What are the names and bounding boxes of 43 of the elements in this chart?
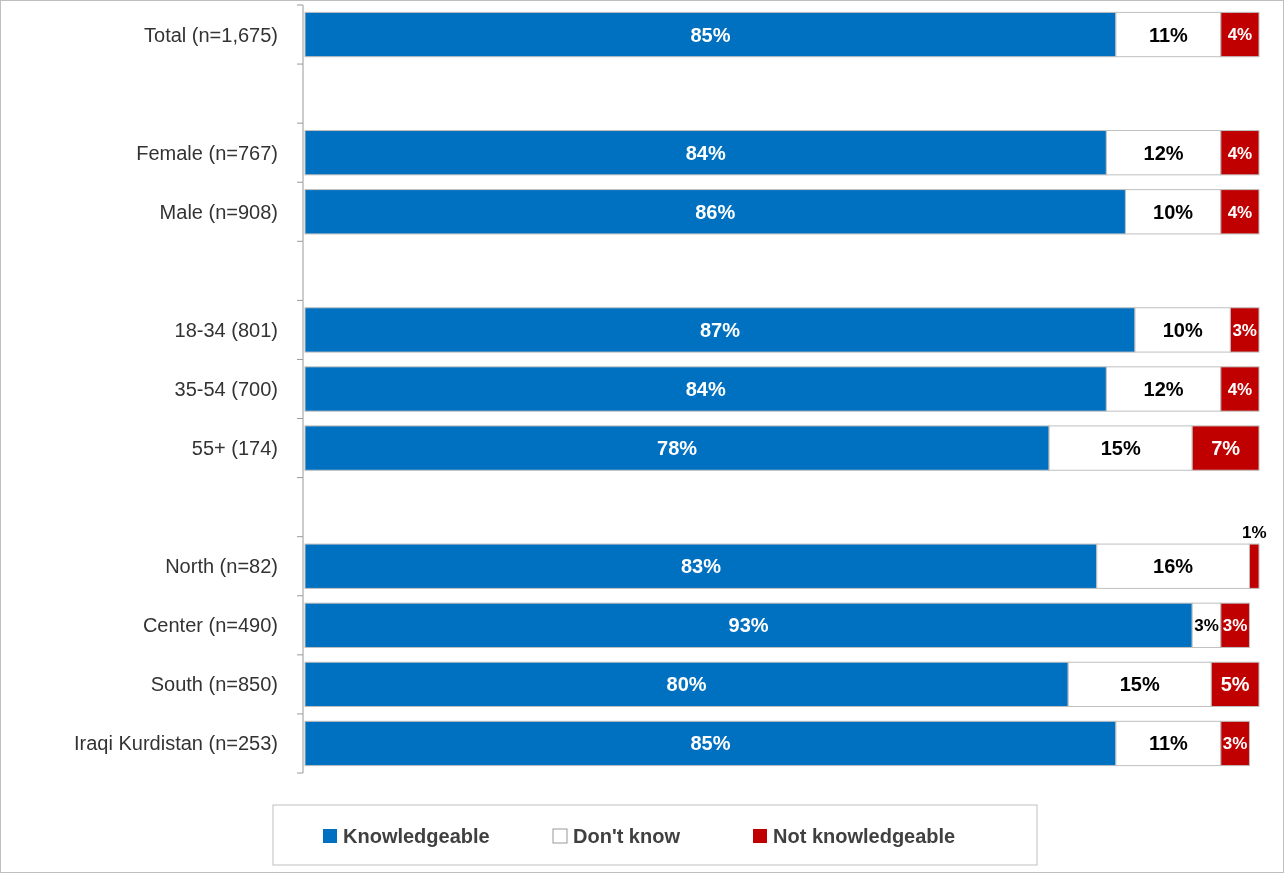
y-tick-label: Iraqi Kurdistan (n=253) <box>73 732 278 755</box>
data-label: 83% <box>680 555 722 578</box>
data-label: 4% <box>1227 202 1253 222</box>
data-label: 5% <box>1220 673 1250 696</box>
data-label: 85% <box>690 732 731 755</box>
y-tick-label: Male (n=908) <box>159 200 278 223</box>
data-label: 84% <box>685 378 726 400</box>
y-tick-label: 18-34 (801) <box>174 318 278 341</box>
data-label: 12% <box>1143 141 1184 164</box>
data-label: 3% <box>1222 734 1248 754</box>
data-label: 11% <box>1148 732 1189 755</box>
data-label: 3% <box>1194 616 1219 636</box>
y-tick-label: 55+ (174) <box>191 437 278 460</box>
data-label: 15% <box>1100 437 1141 460</box>
data-label: 11% <box>1148 23 1189 46</box>
data-label: 4% <box>1227 25 1253 45</box>
data-label: 84% <box>685 141 726 164</box>
data-label: 15% <box>1119 673 1160 696</box>
y-tick-label: Center (n=490) <box>142 614 278 637</box>
data-label: 3% <box>1232 320 1257 340</box>
data-label: 86% <box>695 200 736 223</box>
y-tick-label: South (n=850) <box>150 673 278 696</box>
data-label: 93% <box>728 614 769 637</box>
data-label: 87% <box>699 318 741 341</box>
data-label: 3% <box>1222 616 1248 636</box>
data-label: 7% <box>1211 437 1241 460</box>
data-label: 10% <box>1162 318 1203 341</box>
legend-label: Not knowledgeable <box>773 825 956 847</box>
data-label: 85% <box>690 23 731 46</box>
data-label: 12% <box>1143 378 1184 400</box>
y-tick-label: Total (n=1,675) <box>144 23 278 46</box>
data-label: 16% <box>1153 555 1194 578</box>
text: Knowledgeable <box>343 825 490 847</box>
data-label: 4% <box>1227 143 1253 163</box>
y-tick-label: 35-54 (700) <box>174 378 278 400</box>
y-tick-label: North (n=82) <box>165 555 278 578</box>
data-label: 1% <box>1241 523 1267 543</box>
data-label: 78% <box>657 437 698 460</box>
data-label: 4% <box>1227 379 1253 399</box>
y-tick-label: Female (n=767) <box>136 141 278 164</box>
legend-label: Don't know <box>573 825 681 847</box>
data-label: 10% <box>1153 200 1194 223</box>
data-label: 80% <box>666 673 707 696</box>
